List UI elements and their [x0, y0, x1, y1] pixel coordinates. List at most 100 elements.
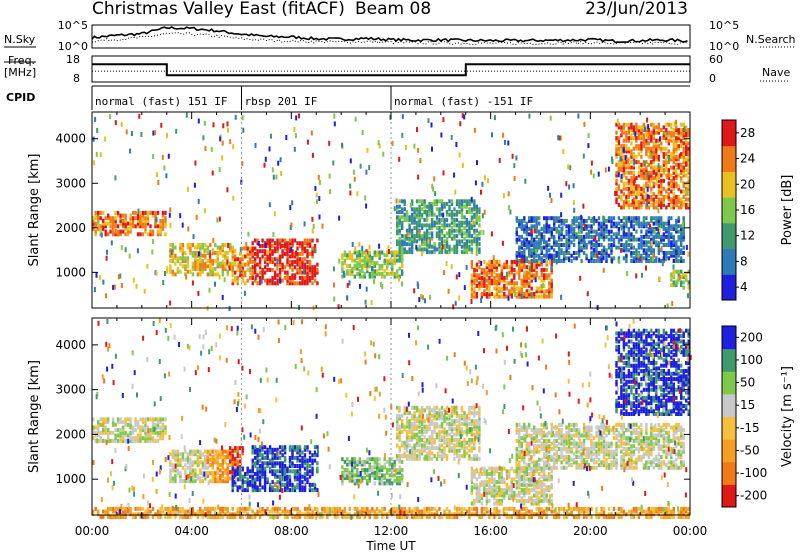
velocity-colorbar-label-4: 15	[740, 398, 755, 412]
frequency-panel: Freq.[MHz] Nave 18 8 60 0	[4, 53, 790, 85]
velocity-ytick-label-3: 4000	[55, 338, 86, 352]
velocity-data-field	[92, 318, 692, 520]
power-echo-region-9	[670, 269, 690, 290]
velocity-echo-region-11	[92, 506, 690, 519]
freq-right-tick-top: 60	[709, 53, 723, 66]
xtick-label-0: 00:00	[75, 524, 110, 538]
noise-right-label: N.Search	[746, 33, 796, 46]
power-echo-region-8	[615, 122, 690, 210]
velocity-colorbar-label-2: -50	[740, 443, 760, 457]
cpid-segment-1: rbsp 201 IF	[245, 95, 318, 108]
power-colorbar-title: Power [dB]	[780, 175, 795, 246]
noise-right-tick-top: 10^5	[709, 19, 739, 32]
power-colorbar-label-1: 8	[740, 254, 748, 268]
velocity-colorbar-label-6: 100	[740, 353, 763, 367]
velocity-ylabel: Slant Range [km]	[27, 360, 42, 473]
velocity-colorbar-swatch-7	[722, 326, 736, 350]
power-colorbar-swatch-0	[722, 274, 736, 301]
velocity-panel: 1000 2000 3000 4000 Slant Range [km] -200 -100…	[27, 317, 795, 553]
noise-left-label: N.Sky	[4, 33, 36, 46]
plot-title: Christmas Valley East (fitACF)	[92, 0, 345, 19]
freq-left-label-2: [MHz]	[4, 66, 36, 79]
power-echo-region-5	[396, 199, 481, 255]
noise-series-1	[91, 32, 688, 46]
velocity-colorbar-frame	[721, 325, 737, 508]
freq-left-tick-top: 18	[66, 53, 80, 66]
velocity-colorbar-title: Velocity [m s⁻¹]	[780, 366, 795, 467]
velocity-colorbar-swatch-0	[722, 484, 736, 508]
x-axis-label: Time UT	[365, 539, 416, 553]
power-panel: 1000 2000 3000 4000 Slant Range [km] 4 8 12 16 20…	[27, 111, 795, 312]
power-noise-scatter	[92, 112, 690, 312]
power-colorbar-swatch-3	[722, 197, 736, 224]
xtick-label-5: 20:00	[573, 524, 608, 538]
power-echo-region-7	[515, 216, 685, 263]
cpid-label: CPID	[6, 91, 35, 104]
power-colorbar-label-4: 20	[740, 177, 755, 191]
power-colorbar-label-5: 24	[740, 152, 755, 166]
xtick-label-2: 08:00	[274, 524, 309, 538]
velocity-echo-region-8	[470, 466, 553, 506]
noise-series-0	[91, 26, 688, 44]
velocity-echo-region-6	[341, 457, 404, 486]
velocity-colorbar-swatch-2	[722, 439, 736, 463]
velocity-echo-region-5	[251, 445, 319, 493]
noise-panel: N.Sky N.Search 10^5 10^0 10^5 10^0	[4, 19, 796, 53]
power-colorbar-label-0: 4	[740, 280, 748, 294]
power-ytick-label-0: 1000	[55, 265, 86, 279]
power-colorbar-swatch-2	[722, 222, 736, 250]
xtick-label-1: 04:00	[174, 524, 209, 538]
power-echo-region-3	[251, 238, 319, 286]
power-echo-region-4	[341, 250, 404, 279]
noise-frame	[91, 24, 691, 49]
velocity-ytick-label-1: 2000	[55, 427, 86, 441]
velocity-colorbar-label-7: 200	[740, 330, 763, 344]
noise-left-tick-top: 10^5	[58, 19, 88, 32]
velocity-echo-region-10	[615, 328, 690, 416]
cpid-panel: CPID normal (fast) 151 IF rbsp 201 IF norma…	[6, 85, 690, 110]
freq-left-tick-bottom: 8	[73, 72, 80, 85]
power-echo-region-6	[470, 259, 553, 299]
power-echo-region-0	[92, 210, 167, 237]
cpid-segment-0: normal (fast) 151 IF	[95, 95, 227, 108]
velocity-colorbar-swatch-3	[722, 416, 736, 440]
noise-right-tick-bottom: 10^0	[709, 40, 739, 53]
power-ytick-label-2: 3000	[55, 176, 86, 190]
freq-left-label-1: Freq.	[8, 54, 35, 67]
power-colorbar-label-6: 28	[740, 126, 755, 140]
velocity-echo-region-7	[396, 405, 481, 461]
beam-label: Beam 08	[355, 0, 431, 19]
velocity-echo-region-4	[231, 466, 254, 493]
power-ylabel: Slant Range [km]	[27, 154, 42, 267]
freq-right-tick-bottom: 0	[709, 72, 716, 85]
cpid-segment-2: normal (fast) -151 IF	[394, 95, 533, 108]
date-label: 23/Jun/2013	[585, 0, 688, 19]
power-colorbar-swatch-5	[722, 145, 736, 172]
noise-left-tick-bottom: 10^0	[58, 40, 88, 53]
velocity-colorbar-swatch-1	[722, 461, 736, 485]
velocity-colorbar-swatch-5	[722, 371, 736, 395]
velocity-echo-region-9	[515, 422, 685, 470]
freq-series-0	[92, 63, 690, 77]
power-colorbar-label-3: 16	[740, 203, 755, 217]
velocity-echo-region-0	[92, 417, 167, 443]
velocity-colorbar-label-5: 50	[740, 376, 755, 390]
power-colorbar-label-2: 12	[740, 229, 755, 243]
xtick-label-6: 00:00	[673, 524, 708, 538]
velocity-ytick-label-0: 1000	[55, 472, 86, 486]
power-ytick-label-1: 2000	[55, 221, 86, 235]
xtick-label-4: 16:00	[473, 524, 508, 538]
power-echo-region-1	[169, 243, 234, 277]
velocity-ytick-label-2: 3000	[55, 383, 86, 397]
velocity-colorbar-swatch-4	[722, 393, 736, 417]
freq-frame	[91, 55, 691, 83]
power-data-field	[92, 112, 690, 312]
freq-right-label: Nave	[762, 66, 790, 79]
velocity-colorbar-label-0: -200	[740, 489, 767, 503]
velocity-colorbar-swatch-6	[722, 348, 736, 372]
power-colorbar-swatch-1	[722, 248, 736, 275]
xtick-label-3: 12:00	[374, 524, 409, 538]
velocity-noise-scatter	[92, 318, 692, 520]
velocity-colorbar-label-1: -100	[740, 466, 767, 480]
